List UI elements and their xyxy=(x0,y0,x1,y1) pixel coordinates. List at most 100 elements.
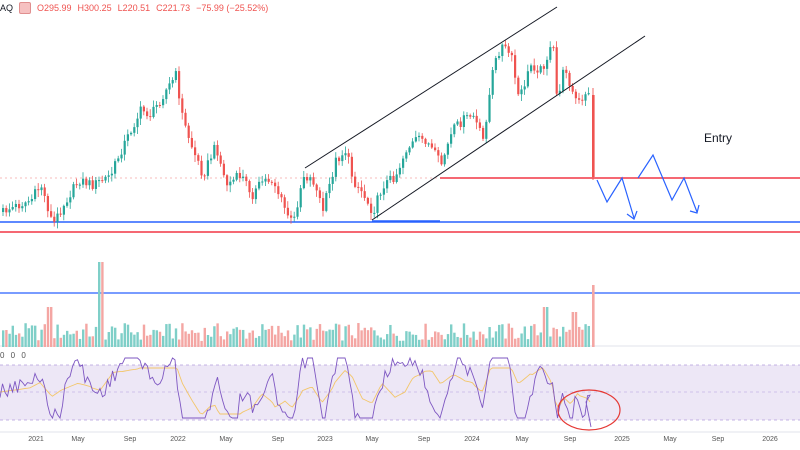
x-tick-label: 2026 xyxy=(762,436,778,443)
volume-bar xyxy=(414,334,418,347)
candle-body xyxy=(370,203,373,213)
candle-body xyxy=(571,85,574,92)
candle-body xyxy=(178,71,181,99)
volume-bar xyxy=(229,334,232,347)
candle-body xyxy=(5,208,8,213)
volume-bar xyxy=(187,333,190,347)
candle-body xyxy=(56,213,59,222)
close-value: C221.73 xyxy=(156,3,191,13)
candle-body xyxy=(424,138,427,144)
volume-bar xyxy=(21,336,24,347)
volume-bar xyxy=(347,324,350,347)
volume-bar xyxy=(290,340,293,347)
candle-body xyxy=(453,124,456,135)
volume-bar xyxy=(366,330,370,347)
volume-bar xyxy=(370,327,373,347)
volume-bar xyxy=(523,326,526,347)
candle-body xyxy=(187,125,190,138)
volume-bar xyxy=(34,325,37,347)
volume-bar xyxy=(446,334,450,347)
volume-bar xyxy=(190,330,194,347)
volume-bar xyxy=(283,336,286,347)
rsi-band xyxy=(0,365,800,420)
candle-body xyxy=(149,116,152,118)
volume-bar xyxy=(498,324,501,347)
candle-body xyxy=(514,55,517,78)
candle-body xyxy=(322,198,325,211)
candle-body xyxy=(139,106,142,119)
volume-bar xyxy=(520,333,523,347)
volume-bar xyxy=(14,334,18,347)
candle-body xyxy=(264,178,267,182)
candle-body xyxy=(350,156,353,177)
volume-bar xyxy=(126,324,130,347)
flag-icon xyxy=(19,2,32,14)
candle-body xyxy=(142,106,145,112)
volume-bar xyxy=(280,332,283,347)
volume-bar xyxy=(469,337,472,347)
volume-bar xyxy=(98,262,101,347)
candle-body xyxy=(440,155,443,165)
candle-body xyxy=(27,201,30,203)
volume-bar xyxy=(581,329,584,347)
candle-body xyxy=(325,193,328,211)
candle-body xyxy=(117,158,120,162)
volume-bar xyxy=(155,330,158,347)
volume-bar xyxy=(334,323,338,347)
volume-bar xyxy=(517,337,520,347)
volume-bar xyxy=(306,329,309,347)
candle-body xyxy=(197,155,200,161)
volume-bar xyxy=(494,331,498,347)
candle-body xyxy=(40,187,43,191)
volume-bar xyxy=(91,336,94,347)
volume-bar xyxy=(120,333,123,347)
candle-body xyxy=(517,77,520,95)
candle-body xyxy=(286,207,289,216)
volume-bar xyxy=(75,330,78,347)
candle-body xyxy=(408,147,411,153)
volume-bar xyxy=(142,324,146,347)
volume-bar xyxy=(341,340,344,347)
volume-bar xyxy=(530,325,533,347)
candle-body xyxy=(110,173,113,176)
volume-bar xyxy=(242,329,245,347)
candle-body xyxy=(578,98,581,100)
volume-bar xyxy=(11,325,14,347)
volume-bar xyxy=(226,331,229,347)
candle-body xyxy=(232,179,235,182)
candle-body xyxy=(539,66,542,73)
candle-body xyxy=(382,188,385,195)
entry-annotation: Entry xyxy=(704,131,733,145)
volume-bar xyxy=(485,338,488,347)
volume-bar xyxy=(158,331,162,347)
candle-body xyxy=(437,150,440,156)
projection-arrowhead-2 xyxy=(689,204,700,214)
candle-body xyxy=(523,86,526,90)
volume-bar xyxy=(296,325,299,347)
volume-bar xyxy=(43,324,46,347)
volume-bar xyxy=(510,327,514,347)
candle-body xyxy=(46,196,49,212)
candle-body xyxy=(114,161,117,174)
candle-body xyxy=(267,178,270,182)
projection-path-1 xyxy=(596,176,635,219)
candle-body xyxy=(75,184,78,186)
candle-body xyxy=(203,175,206,177)
candle-body xyxy=(309,177,312,181)
candle-body xyxy=(296,207,299,217)
volume-bar xyxy=(216,323,219,347)
volume-bar xyxy=(152,329,155,347)
rsi-ma-line xyxy=(0,367,591,415)
candle-body xyxy=(542,66,545,69)
candle-body xyxy=(235,172,238,180)
volume-bar xyxy=(165,324,168,347)
candle-body xyxy=(181,98,184,113)
volume-bar xyxy=(107,332,110,347)
volume-bar xyxy=(434,331,437,347)
volume-bar xyxy=(584,324,587,347)
candle-body xyxy=(581,99,584,101)
candle-body xyxy=(43,187,46,197)
candle-body xyxy=(299,188,302,208)
volume-bar xyxy=(222,339,226,347)
